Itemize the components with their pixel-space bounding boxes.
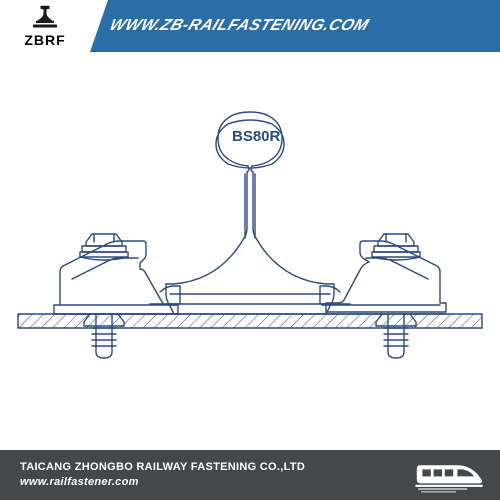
train-icon xyxy=(414,455,484,495)
brand-logo-block: ZBRF xyxy=(0,0,90,52)
header: ZBRF WWW.ZB-RAILFASTENING.COM xyxy=(0,0,500,52)
footer-text-block: TAICANG ZHONGBO RAILWAY FASTENING CO.,LT… xyxy=(20,461,305,489)
rail-fastening-diagram: BS80R xyxy=(0,52,500,450)
header-url-area: WWW.ZB-RAILFASTENING.COM xyxy=(90,0,500,52)
rail-logo-icon xyxy=(30,4,60,30)
header-url: WWW.ZB-RAILFASTENING.COM xyxy=(107,17,371,35)
brand-name: ZBRF xyxy=(24,32,65,48)
footer: TAICANG ZHONGBO RAILWAY FASTENING CO.,LT… xyxy=(0,450,500,500)
rail-model-label: BS80R xyxy=(232,128,280,145)
company-name: TAICANG ZHONGBO RAILWAY FASTENING CO.,LT… xyxy=(20,461,305,474)
footer-url: www.railfastener.com xyxy=(20,476,305,489)
